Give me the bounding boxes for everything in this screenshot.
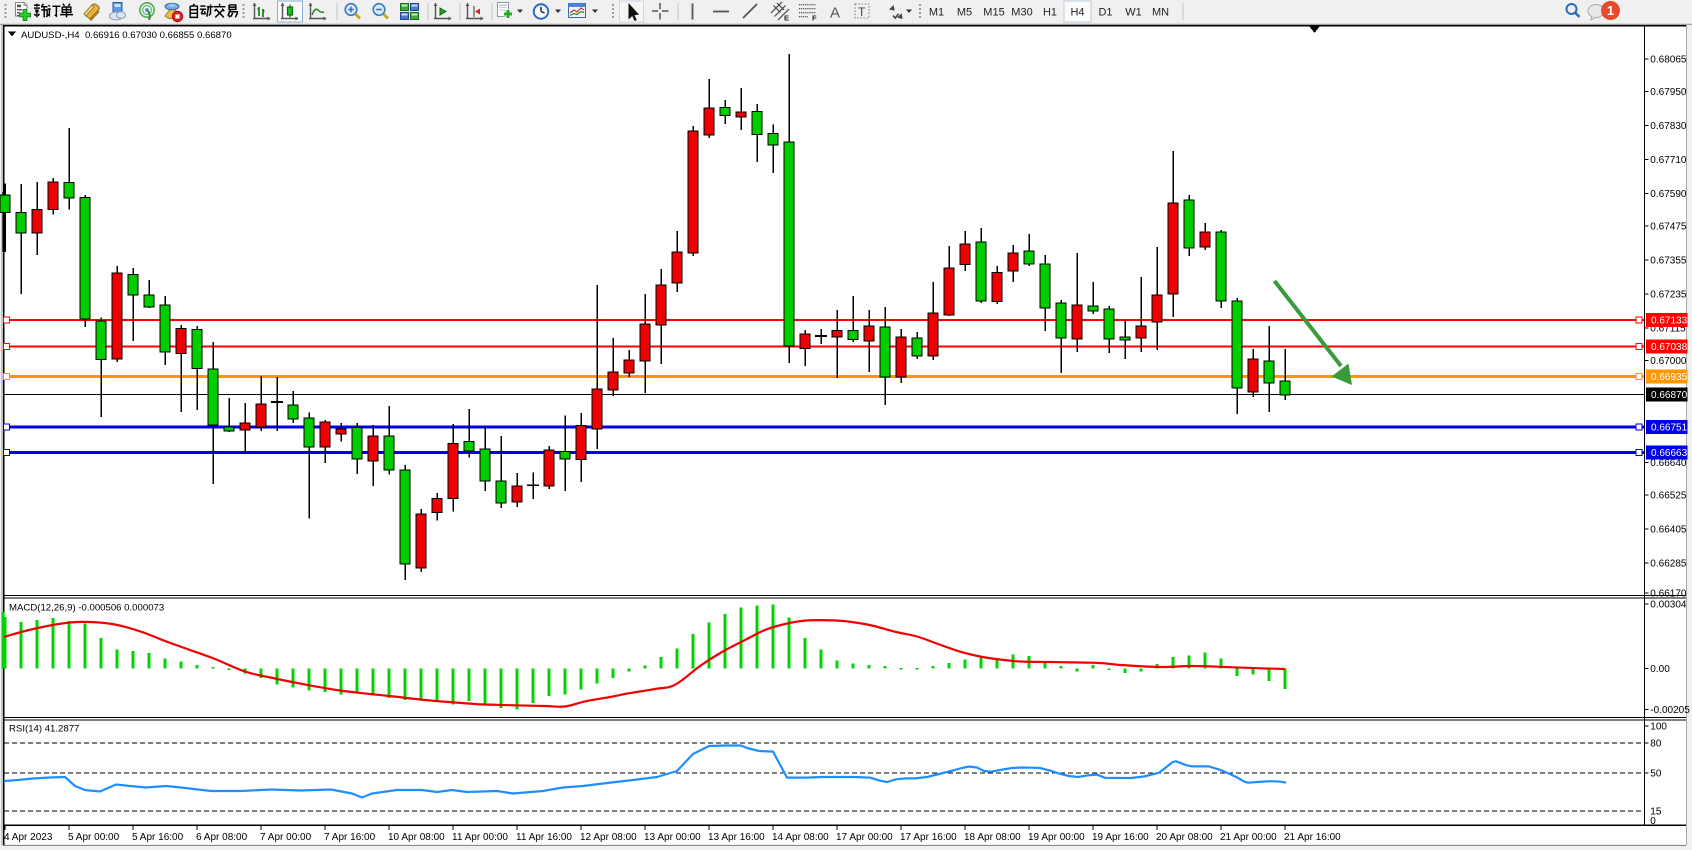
svg-text:11 Apr 16:00: 11 Apr 16:00 — [516, 832, 572, 843]
svg-text:0.67590: 0.67590 — [1650, 189, 1687, 200]
svg-text:0.66405: 0.66405 — [1650, 525, 1687, 536]
svg-text:0.66935: 0.66935 — [1651, 372, 1688, 383]
svg-text:A: A — [830, 5, 840, 22]
svg-text:0.68065: 0.68065 — [1650, 54, 1687, 65]
svg-text:0.66870: 0.66870 — [1651, 390, 1688, 401]
svg-text:M15: M15 — [983, 7, 1004, 19]
svg-text:0.67235: 0.67235 — [1650, 289, 1687, 300]
svg-text:19 Apr 16:00: 19 Apr 16:00 — [1092, 832, 1149, 843]
svg-text:19 Apr 00:00: 19 Apr 00:00 — [1028, 832, 1085, 843]
svg-text:5 Apr 16:00: 5 Apr 16:00 — [132, 832, 184, 843]
svg-text:21 Apr 16:00: 21 Apr 16:00 — [1284, 832, 1341, 843]
svg-text:0.67000: 0.67000 — [1650, 356, 1687, 367]
svg-text:10 Apr 08:00: 10 Apr 08:00 — [388, 832, 445, 843]
svg-text:M5: M5 — [957, 7, 972, 19]
svg-text:17 Apr 00:00: 17 Apr 00:00 — [836, 832, 893, 843]
svg-text:W1: W1 — [1125, 7, 1142, 19]
svg-text:12 Apr 08:00: 12 Apr 08:00 — [580, 832, 637, 843]
svg-text:0: 0 — [1650, 816, 1656, 827]
svg-text:0.66170: 0.66170 — [1650, 589, 1687, 600]
svg-text:15: 15 — [1650, 807, 1662, 818]
svg-text:20 Apr 08:00: 20 Apr 08:00 — [1156, 832, 1213, 843]
svg-text:14 Apr 08:00: 14 Apr 08:00 — [772, 832, 829, 843]
svg-text:MACD(12,26,9) -0.000506 0.0000: MACD(12,26,9) -0.000506 0.000073 — [9, 603, 164, 614]
svg-text:RSI(14) 41.2877: RSI(14) 41.2877 — [9, 724, 79, 735]
svg-text:0.67038: 0.67038 — [1651, 342, 1688, 353]
svg-text:0.67950: 0.67950 — [1650, 87, 1687, 98]
svg-text:1: 1 — [1607, 3, 1614, 18]
svg-text:0.66285: 0.66285 — [1650, 559, 1687, 570]
svg-text:0.66663: 0.66663 — [1651, 448, 1688, 459]
svg-text:0.67355: 0.67355 — [1650, 255, 1687, 266]
svg-text:7 Apr 00:00: 7 Apr 00:00 — [260, 832, 312, 843]
svg-text:21 Apr 00:00: 21 Apr 00:00 — [1220, 832, 1277, 843]
svg-text:0.66640: 0.66640 — [1650, 458, 1687, 469]
svg-text:7 Apr 16:00: 7 Apr 16:00 — [324, 832, 376, 843]
svg-text:H1: H1 — [1043, 7, 1057, 19]
svg-text:0.67710: 0.67710 — [1650, 155, 1687, 166]
svg-text:0.67115: 0.67115 — [1650, 323, 1686, 334]
svg-text:50: 50 — [1650, 769, 1662, 780]
svg-text:-0.00205: -0.00205 — [1650, 705, 1690, 716]
svg-text:13 Apr 16:00: 13 Apr 16:00 — [708, 832, 765, 843]
svg-text:4 Apr 2023: 4 Apr 2023 — [4, 832, 53, 843]
svg-text:0.00304: 0.00304 — [1650, 600, 1687, 611]
svg-text:11 Apr 00:00: 11 Apr 00:00 — [452, 832, 508, 843]
svg-text:18 Apr 08:00: 18 Apr 08:00 — [964, 832, 1021, 843]
svg-text:100: 100 — [1650, 722, 1667, 733]
svg-text:MN: MN — [1152, 7, 1169, 19]
svg-text:0.67475: 0.67475 — [1650, 221, 1687, 232]
svg-text:0.66751: 0.66751 — [1651, 423, 1688, 434]
svg-text:80: 80 — [1650, 739, 1662, 750]
svg-text:H4: H4 — [1070, 7, 1084, 19]
svg-text:0.67133: 0.67133 — [1651, 316, 1688, 327]
svg-text:0.00: 0.00 — [1650, 664, 1670, 675]
svg-text:5 Apr 00:00: 5 Apr 00:00 — [68, 832, 120, 843]
svg-text:T: T — [858, 5, 866, 19]
svg-text:AUDUSD-,H4 0.66916 0.67030 0.: AUDUSD-,H4 0.66916 0.67030 0.66855 0.668… — [21, 30, 232, 41]
svg-text:6 Apr 08:00: 6 Apr 08:00 — [196, 832, 248, 843]
svg-text:M30: M30 — [1011, 7, 1032, 19]
svg-text:0.67830: 0.67830 — [1650, 121, 1687, 132]
svg-text:D1: D1 — [1098, 7, 1112, 19]
svg-text:E: E — [784, 14, 789, 23]
svg-text:F: F — [812, 14, 817, 23]
svg-text:M1: M1 — [929, 7, 944, 19]
svg-text:0.66525: 0.66525 — [1650, 491, 1687, 502]
svg-text:13 Apr 00:00: 13 Apr 00:00 — [644, 832, 701, 843]
svg-text:17 Apr 16:00: 17 Apr 16:00 — [900, 832, 957, 843]
